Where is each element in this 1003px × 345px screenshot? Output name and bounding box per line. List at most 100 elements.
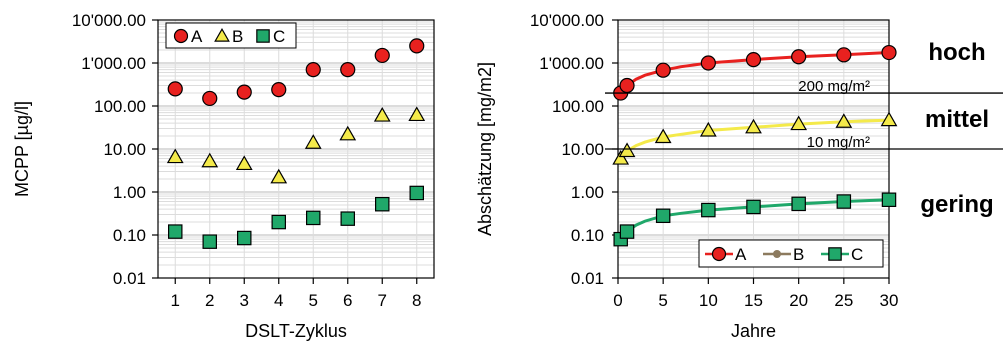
legend-marker-B — [773, 250, 781, 258]
data-point-C — [791, 196, 806, 212]
data-point-B — [699, 121, 717, 137]
x-tick-label: 25 — [834, 291, 853, 310]
data-point-C — [746, 199, 761, 215]
data-point-B — [880, 111, 898, 127]
x-tick-label: 4 — [274, 291, 283, 310]
data-point-C — [375, 196, 390, 212]
data-point-C — [836, 194, 852, 209]
data-point-B — [166, 148, 184, 164]
data-point-C — [271, 214, 287, 230]
x-tick-label: 2 — [205, 291, 214, 310]
data-point-B — [373, 106, 391, 122]
data-point-C — [202, 234, 218, 249]
data-point-C — [340, 211, 356, 226]
threshold-label: 200 mg/m² — [798, 78, 870, 95]
x-tick-label: 3 — [240, 291, 249, 310]
y-tick-label: 0.10 — [113, 226, 146, 245]
y-tick-label: 10'000.00 — [530, 11, 604, 30]
data-point-A — [791, 49, 807, 65]
x-tick-label: 8 — [412, 291, 421, 310]
data-point-A — [409, 38, 425, 54]
band-label-gering: gering — [920, 191, 993, 218]
x-tick-label: 15 — [744, 291, 763, 310]
data-point-C — [306, 210, 321, 226]
data-point-B — [304, 134, 322, 149]
legend-label-C: C — [273, 27, 285, 46]
x-tick-label: 7 — [378, 291, 387, 310]
data-point-A — [202, 90, 218, 107]
data-point-C — [619, 224, 635, 239]
y-tick-label: 10.00 — [103, 140, 146, 159]
data-point-C — [655, 208, 671, 224]
data-point-A — [836, 47, 852, 63]
x-tick-label: 10 — [699, 291, 718, 310]
threshold-label: 10 mg/m² — [807, 134, 870, 151]
x-tick-label: 6 — [343, 291, 352, 310]
legend-marker-B — [214, 27, 230, 42]
y-tick-label: 10'000.00 — [72, 11, 146, 30]
legend-label-C: C — [851, 245, 863, 264]
data-point-B — [339, 125, 357, 141]
y-tick-label: 1'000.00 — [539, 54, 604, 73]
y-axis-label: MCPP [µg/l] — [12, 101, 32, 197]
data-point-A — [340, 62, 356, 78]
y-tick-label: 0.01 — [113, 269, 146, 288]
y-tick-label: 100.00 — [552, 97, 604, 116]
data-point-B — [745, 118, 762, 134]
data-point-A — [167, 81, 183, 97]
data-point-B — [790, 115, 808, 131]
data-point-C — [409, 185, 425, 201]
y-axis-label: Abschätzung [mg/m2] — [475, 62, 495, 236]
data-point-A — [619, 77, 635, 94]
y-tick-label: 1.00 — [113, 183, 146, 202]
y-tick-label: 1.00 — [571, 183, 604, 202]
legend-label-B: B — [232, 27, 243, 46]
data-point-B — [408, 106, 426, 122]
data-point-B — [201, 152, 219, 168]
x-axis-label: Jahre — [731, 321, 776, 341]
data-point-B — [618, 142, 636, 158]
legend-marker-C — [256, 29, 270, 43]
legend: A B C — [698, 239, 884, 268]
legend-label-B: B — [793, 245, 804, 264]
data-point-B — [235, 155, 253, 171]
x-tick-label: 0 — [613, 291, 622, 310]
data-point-B — [654, 128, 672, 144]
legend-box — [698, 239, 884, 268]
data-point-A — [745, 51, 762, 68]
legend-marker-A — [173, 28, 189, 44]
x-axis-label: DSLT-Zyklus — [245, 321, 347, 341]
chart-right: 10'000.00 1'000.00 100.00 10.00 1.00 0.10 0.01… — [475, 11, 1003, 341]
data-point-B — [270, 168, 288, 184]
legend-label-A: A — [735, 245, 747, 264]
chart-left: 10'000.00 1'000.00 100.00 10.00 1.00 0.10 0.01… — [12, 11, 435, 341]
x-tick-label: 20 — [789, 291, 808, 310]
data-point-B — [835, 113, 853, 128]
x-tick-label: 1 — [171, 291, 180, 310]
data-point-A — [655, 62, 671, 78]
data-point-B — [612, 149, 630, 165]
y-tick-label: 100.00 — [94, 97, 146, 116]
x-tick-label: 30 — [880, 291, 899, 310]
band-label-hoch: hoch — [928, 39, 985, 66]
x-tick-label: 5 — [658, 291, 667, 310]
data-point-A — [700, 55, 716, 71]
data-point-C — [168, 224, 183, 239]
y-tick-label: 0.10 — [571, 226, 604, 245]
data-point-C — [701, 202, 716, 218]
data-point-A — [236, 84, 252, 100]
band-label-mittel: mittel — [925, 106, 989, 133]
data-point-C — [237, 230, 252, 246]
y-tick-label: 0.01 — [571, 269, 604, 288]
y-tick-label: 1'000.00 — [81, 54, 146, 73]
data-point-A — [881, 44, 897, 61]
y-tick-label: 10.00 — [561, 140, 604, 159]
data-point-A — [271, 82, 287, 98]
legend-marker-C — [828, 247, 842, 261]
legend-label-A: A — [191, 27, 203, 46]
legend-marker-A — [711, 246, 727, 262]
data-point-A — [374, 47, 390, 64]
data-point-C — [881, 192, 897, 208]
x-tick-label: 5 — [309, 291, 318, 310]
